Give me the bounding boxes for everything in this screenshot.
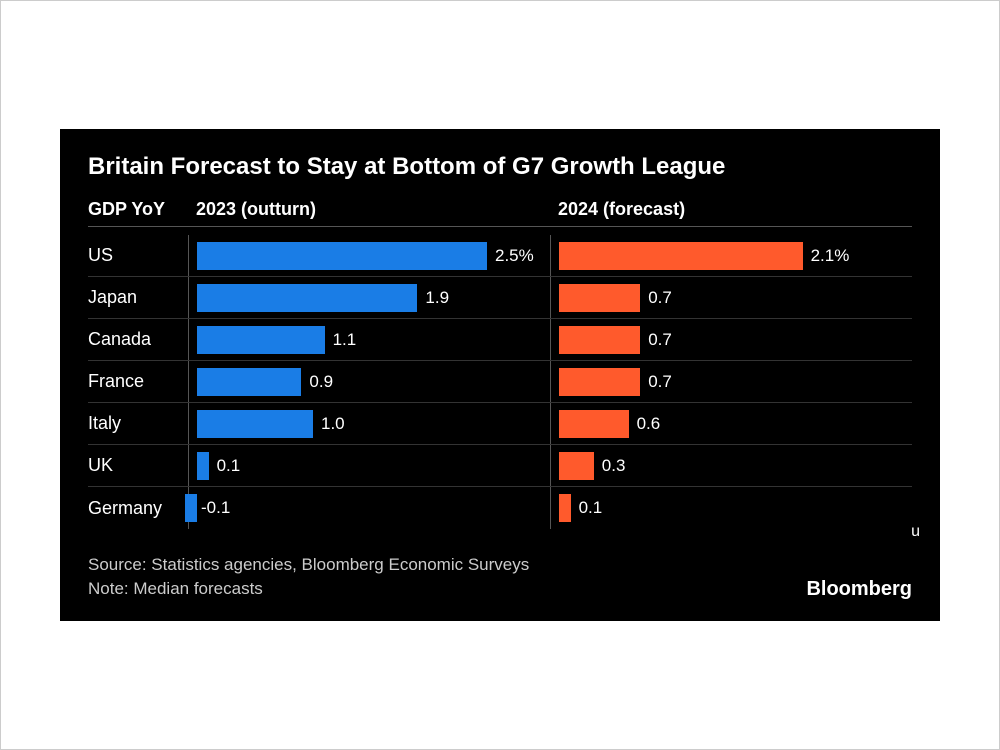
bar-cell: 1.1 <box>188 319 550 360</box>
bar-value-label: 0.1 <box>217 456 241 476</box>
country-label: Japan <box>88 287 188 308</box>
bar-value-label: 0.6 <box>637 414 661 434</box>
bar-value-label: 0.7 <box>648 288 672 308</box>
bar-cell: 1.9 <box>188 277 550 318</box>
stray-text: u <box>911 523 920 541</box>
outer-frame: Britain Forecast to Stay at Bottom of G7… <box>0 0 1000 750</box>
bar-cell: 0.1 <box>550 487 912 529</box>
bar-value-label: 2.1% <box>811 246 850 266</box>
series-header-2023: 2023 (outturn) <box>188 199 550 220</box>
table-row: France 0.9 0.7 <box>88 361 912 403</box>
bar-value-label: 2.5% <box>495 246 534 266</box>
brand-label: Bloomberg <box>806 578 912 601</box>
bar-cell: 0.9 <box>188 361 550 402</box>
table-row: Japan 1.9 0.7 <box>88 277 912 319</box>
bar-2023 <box>197 242 487 270</box>
country-label: US <box>88 245 188 266</box>
bar-2024 <box>559 410 629 438</box>
table-row: Canada 1.1 0.7 <box>88 319 912 361</box>
country-label: France <box>88 371 188 392</box>
bar-2023 <box>197 368 301 396</box>
series-header-2024: 2024 (forecast) <box>550 199 912 220</box>
bar-cell: 0.7 <box>550 277 912 318</box>
bar-2024 <box>559 494 571 522</box>
bar-value-label: 0.3 <box>602 456 626 476</box>
chart-rows: US 2.5% 2.1% Japan 1.9 0.7 Canada 1.1 0.7 France 0… <box>88 235 912 529</box>
bar-2024 <box>559 326 640 354</box>
note-text: Note: Median forecasts <box>88 577 529 601</box>
bar-2023 <box>185 494 197 522</box>
bar-value-label: 0.9 <box>309 372 333 392</box>
bar-value-label: 0.7 <box>648 330 672 350</box>
bar-cell: 0.7 <box>550 319 912 360</box>
bar-2024 <box>559 284 640 312</box>
bar-value-label: 1.1 <box>333 330 357 350</box>
bar-2023 <box>197 326 325 354</box>
country-label: Germany <box>88 498 188 519</box>
bar-2023 <box>197 452 209 480</box>
bar-2024 <box>559 368 640 396</box>
bar-value-label: 0.7 <box>648 372 672 392</box>
source-note: Source: Statistics agencies, Bloomberg E… <box>88 553 529 601</box>
bar-cell: 2.1% <box>550 235 912 276</box>
table-row: US 2.5% 2.1% <box>88 235 912 277</box>
country-label: UK <box>88 455 188 476</box>
bar-value-label: -0.1 <box>201 498 230 518</box>
table-row: UK 0.1 0.3 <box>88 445 912 487</box>
bar-2023 <box>197 284 417 312</box>
y-axis-label: GDP YoY <box>88 199 188 220</box>
table-row: Italy 1.0 0.6 <box>88 403 912 445</box>
bar-2024 <box>559 242 803 270</box>
bar-cell: 0.7 <box>550 361 912 402</box>
bar-cell: 0.3 <box>550 445 912 486</box>
bar-cell: 1.0 <box>188 403 550 444</box>
bar-value-label: 1.9 <box>425 288 449 308</box>
bar-value-label: 0.1 <box>579 498 603 518</box>
bar-cell: 2.5% <box>188 235 550 276</box>
country-label: Canada <box>88 329 188 350</box>
bar-value-label: 1.0 <box>321 414 345 434</box>
country-label: Italy <box>88 413 188 434</box>
chart-title: Britain Forecast to Stay at Bottom of G7… <box>88 153 912 181</box>
bar-2024 <box>559 452 594 480</box>
table-row: Germany -0.1 0.1 <box>88 487 912 529</box>
source-text: Source: Statistics agencies, Bloomberg E… <box>88 553 529 577</box>
bar-cell: 0.1 <box>188 445 550 486</box>
bar-cell: 0.6 <box>550 403 912 444</box>
chart-footer: Source: Statistics agencies, Bloomberg E… <box>88 553 912 601</box>
bar-2023 <box>197 410 313 438</box>
chart-card: Britain Forecast to Stay at Bottom of G7… <box>60 129 940 621</box>
column-headers: GDP YoY 2023 (outturn) 2024 (forecast) <box>88 199 912 227</box>
bar-cell: -0.1 <box>188 487 550 529</box>
